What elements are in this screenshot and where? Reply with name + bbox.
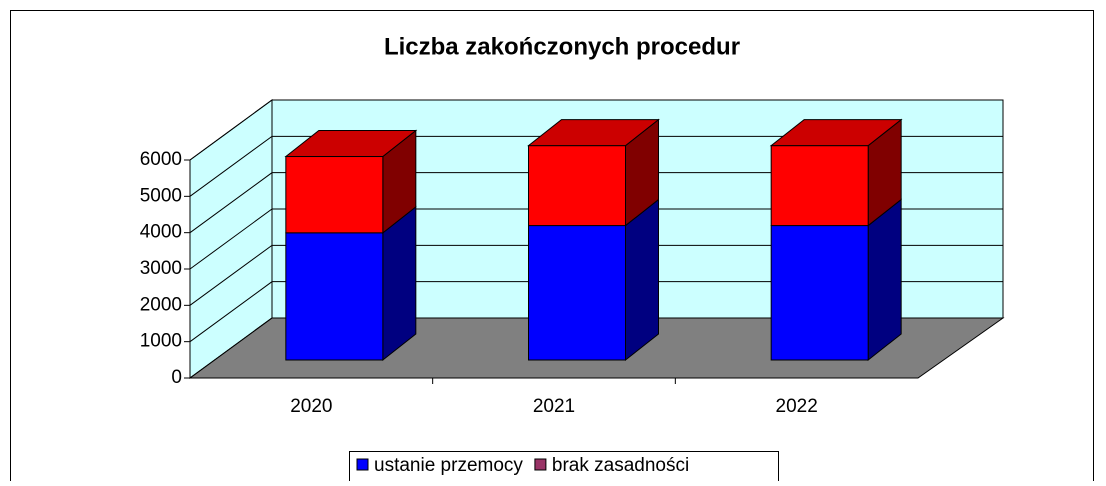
- grid-line: [189, 172, 1003, 234]
- y-tick-label: 3000: [140, 258, 182, 279]
- grid-line: [189, 317, 1003, 379]
- bar-top: [284, 130, 418, 158]
- grid-line: [189, 99, 1003, 161]
- legend: [349, 451, 779, 486]
- chart-title: Liczba zakończonych procedur: [384, 33, 740, 60]
- y-tick-label: 4000: [140, 222, 182, 243]
- bar-top: [527, 119, 660, 147]
- grid-line: [189, 135, 1003, 197]
- y-tick-label: 1000: [140, 331, 182, 352]
- grid-line: [189, 208, 1003, 270]
- bar: [528, 145, 626, 227]
- legend-swatch: [356, 458, 369, 471]
- legend-swatch: [534, 458, 547, 471]
- grid-line: [189, 281, 1003, 343]
- bar-side: [625, 198, 659, 362]
- y-tick-label: 6000: [140, 149, 182, 170]
- bar: [770, 225, 869, 361]
- bar-side: [382, 205, 417, 362]
- x-tick-label: 2022: [776, 396, 818, 417]
- bar: [285, 232, 384, 361]
- grid-line: [189, 244, 1003, 306]
- bar: [285, 156, 384, 234]
- y-tick-label: 5000: [140, 185, 182, 206]
- x-tick-label: 2020: [290, 396, 332, 417]
- bar: [770, 145, 869, 227]
- y-tick-label: 0: [171, 367, 182, 388]
- legend-label: ustanie przemocy: [374, 455, 523, 476]
- bar-side: [867, 198, 902, 362]
- y-tick-label: 2000: [140, 294, 182, 315]
- x-tick-label: 2021: [533, 396, 575, 417]
- bar: [528, 225, 626, 361]
- bar-top: [769, 119, 903, 147]
- legend-label: brak zasadności: [552, 455, 689, 476]
